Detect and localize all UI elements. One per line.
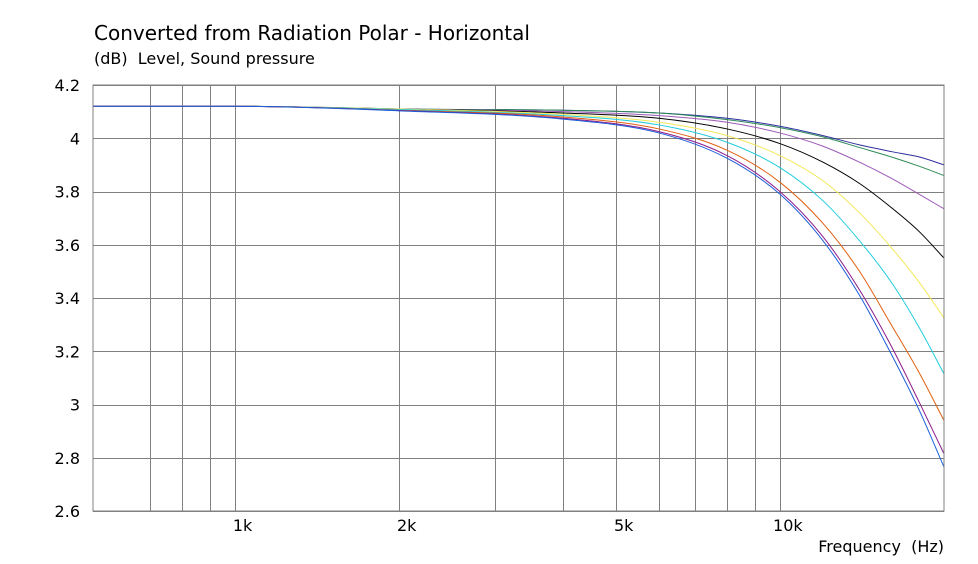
series-line-9 — [92, 105, 945, 468]
x-tick-label: 1k — [233, 516, 253, 535]
tick-labels: 4.2 4 3.8 3.6 3.4 3.2 3 2.8 2.6 1k 2k 5k 10k — [55, 76, 804, 535]
series-line-6 — [92, 105, 945, 375]
y-axis-title: Level, Sound pressure — [137, 49, 315, 68]
series-line-4 — [92, 105, 945, 259]
y-tick-label: 3 — [70, 396, 80, 415]
x-axis-label: Frequency (Hz) — [818, 537, 944, 557]
x-tick-label: 2k — [397, 516, 417, 535]
y-axis-unit: (dB) — [94, 49, 128, 68]
chart-title: Converted from Radiation Polar - Horizon… — [94, 21, 530, 45]
x-axis-unit: (Hz) — [911, 537, 944, 556]
series-line-7 — [92, 105, 945, 421]
series-line-2 — [92, 105, 945, 176]
y-tick-label: 2.8 — [55, 449, 80, 468]
x-tick-label: 10k — [773, 516, 803, 535]
y-tick-label: 3.6 — [55, 236, 80, 255]
series-group — [92, 105, 945, 468]
y-tick-label: 3.8 — [55, 183, 80, 202]
y-axis-label: (dB) Level, Sound pressure — [94, 49, 315, 69]
y-tick-label: 2.6 — [55, 502, 80, 521]
y-tick-label: 3.2 — [55, 342, 80, 361]
grid — [93, 85, 944, 512]
y-tick-label: 4 — [70, 129, 80, 148]
y-tick-label: 3.4 — [55, 289, 80, 308]
series-line-3 — [92, 105, 945, 210]
x-tick-label: 5k — [614, 516, 634, 535]
plot-frame — [92, 84, 945, 512]
y-tick-label: 4.2 — [55, 76, 80, 95]
x-axis-title: Frequency — [818, 537, 901, 556]
